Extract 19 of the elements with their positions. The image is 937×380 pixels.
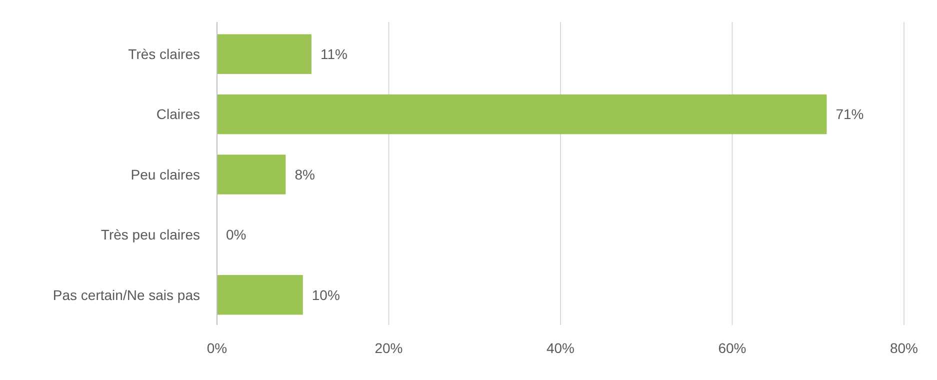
bar <box>217 34 312 74</box>
bar <box>217 94 827 134</box>
data-label: 0% <box>226 226 246 243</box>
x-tick-label: 20% <box>374 340 403 356</box>
data-label: 11% <box>320 46 348 62</box>
y-tick-label: Pas certain/Ne sais pas <box>52 286 200 303</box>
x-tick-label: 0% <box>206 340 228 356</box>
y-tick-label: Très peu claires <box>100 226 200 243</box>
data-label: 8% <box>294 166 315 182</box>
x-tick-label: 60% <box>718 340 746 356</box>
bar <box>217 154 286 194</box>
data-label: 71% <box>836 106 864 122</box>
y-tick-label: Peu claires <box>130 166 200 182</box>
y-tick-label: Très claires <box>128 46 200 62</box>
data-label: 10% <box>312 286 340 303</box>
bar <box>217 275 303 315</box>
x-tick-label: 80% <box>890 340 918 356</box>
y-tick-label: Claires <box>156 106 200 122</box>
x-tick-label: 40% <box>546 340 575 356</box>
